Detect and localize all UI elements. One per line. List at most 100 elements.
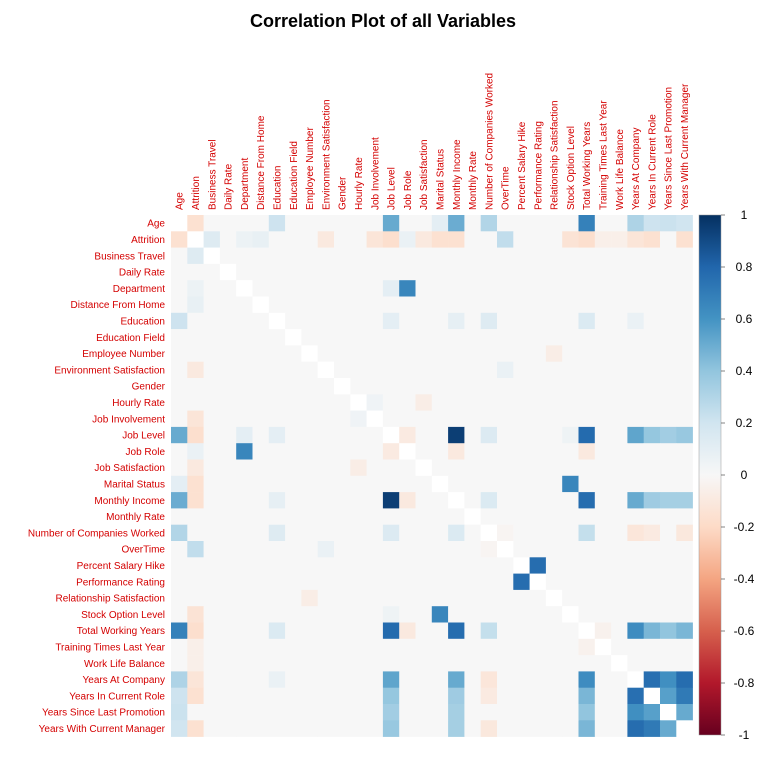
column-label: Training Times Last Year	[598, 100, 609, 210]
heatmap-cell	[545, 296, 563, 314]
heatmap-cell	[562, 606, 579, 623]
heatmap-cell	[562, 655, 579, 672]
heatmap-cell	[285, 378, 302, 395]
heatmap-cell	[252, 231, 270, 248]
heatmap-cell	[285, 573, 302, 591]
heatmap-cell	[594, 573, 612, 591]
row-label: Monthly Income	[94, 496, 165, 507]
heatmap-cell	[399, 247, 416, 265]
heatmap-cell	[660, 312, 677, 330]
row-label: Stock Option Level	[81, 610, 165, 621]
heatmap-cell	[399, 426, 416, 444]
heatmap-cell	[301, 459, 318, 477]
heatmap-cell	[431, 410, 449, 428]
heatmap-cell	[317, 638, 335, 656]
heatmap-cell	[415, 492, 433, 509]
heatmap-cell	[529, 247, 547, 265]
heatmap-cell	[578, 426, 596, 444]
heatmap-cell	[382, 394, 400, 411]
heatmap-cell	[366, 459, 384, 477]
heatmap-cell	[611, 541, 628, 558]
heatmap-cell	[627, 394, 644, 411]
heatmap-cell	[448, 606, 465, 623]
heatmap-cell	[594, 589, 612, 607]
heatmap-cell	[366, 296, 384, 314]
heatmap-cell	[545, 573, 563, 591]
heatmap-cell	[317, 410, 335, 428]
heatmap-cell	[464, 426, 481, 444]
heatmap-cell	[203, 606, 221, 623]
heatmap-cell	[676, 655, 693, 672]
heatmap-cell	[545, 312, 563, 330]
heatmap-cell	[285, 671, 302, 688]
colorbar	[698, 214, 722, 736]
heatmap-cell	[676, 378, 693, 395]
heatmap-cell	[350, 589, 367, 607]
column-label: Job Satisfaction	[419, 139, 430, 210]
heatmap-cell	[334, 687, 351, 705]
row-label: Business Travel	[94, 251, 165, 262]
heatmap-cell	[399, 671, 416, 688]
row-label: Years In Current Role	[69, 691, 165, 702]
heatmap-cell	[643, 589, 661, 607]
heatmap-cell	[252, 541, 270, 558]
heatmap-cell	[611, 573, 628, 591]
heatmap-cell	[627, 426, 644, 444]
heatmap-cell	[529, 622, 547, 640]
heatmap-cell	[317, 541, 335, 558]
column-label: Years With Current Manager	[680, 83, 691, 210]
heatmap-cell	[285, 345, 302, 362]
heatmap-cell	[203, 671, 221, 688]
heatmap-cell	[366, 492, 384, 509]
heatmap-cell	[399, 312, 416, 330]
heatmap-cell	[497, 312, 514, 330]
heatmap-cell	[285, 589, 302, 607]
heatmap-cell	[611, 296, 628, 314]
heatmap-cell	[187, 557, 204, 574]
heatmap-cell	[578, 378, 596, 395]
heatmap-cell	[268, 263, 286, 281]
row-label: Education	[121, 316, 165, 327]
heatmap-cell	[171, 345, 188, 362]
heatmap-cell	[382, 524, 400, 542]
heatmap-cell	[594, 671, 612, 688]
heatmap-cell	[366, 247, 384, 265]
heatmap-cell	[301, 557, 318, 574]
heatmap-cell	[562, 263, 579, 281]
heatmap-cell	[562, 296, 579, 314]
colorbar-tick-label: 0.6	[736, 312, 753, 326]
heatmap-cell	[513, 492, 530, 509]
heatmap-cell	[497, 541, 514, 558]
heatmap-cell	[480, 247, 498, 265]
heatmap-cell	[236, 638, 253, 656]
heatmap-cell	[399, 361, 416, 379]
heatmap-cell	[171, 459, 188, 477]
heatmap-cell	[334, 263, 351, 281]
heatmap-cell	[431, 557, 449, 574]
heatmap-cell	[366, 426, 384, 444]
heatmap-cell	[431, 312, 449, 330]
heatmap-cell	[660, 492, 677, 509]
heatmap-cell	[431, 508, 449, 525]
row-label: Distance From Home	[71, 300, 166, 311]
heatmap-cell	[611, 720, 628, 737]
heatmap-cell	[529, 410, 547, 428]
heatmap-cell	[676, 280, 693, 297]
heatmap-cell	[399, 263, 416, 281]
heatmap-cell	[171, 231, 188, 248]
heatmap-cell	[643, 426, 661, 444]
heatmap-cell	[676, 459, 693, 477]
heatmap-cell	[627, 655, 644, 672]
heatmap-cell	[236, 524, 253, 542]
heatmap-cell	[334, 475, 351, 493]
heatmap-cell	[236, 361, 253, 379]
heatmap-cell	[236, 394, 253, 411]
heatmap-cell	[415, 426, 433, 444]
heatmap-cell	[366, 475, 384, 493]
heatmap-cell	[382, 671, 400, 688]
heatmap-cell	[317, 378, 335, 395]
heatmap-cell	[399, 638, 416, 656]
heatmap-cell	[285, 280, 302, 297]
heatmap-cell	[545, 508, 563, 525]
heatmap-cell	[301, 231, 318, 248]
